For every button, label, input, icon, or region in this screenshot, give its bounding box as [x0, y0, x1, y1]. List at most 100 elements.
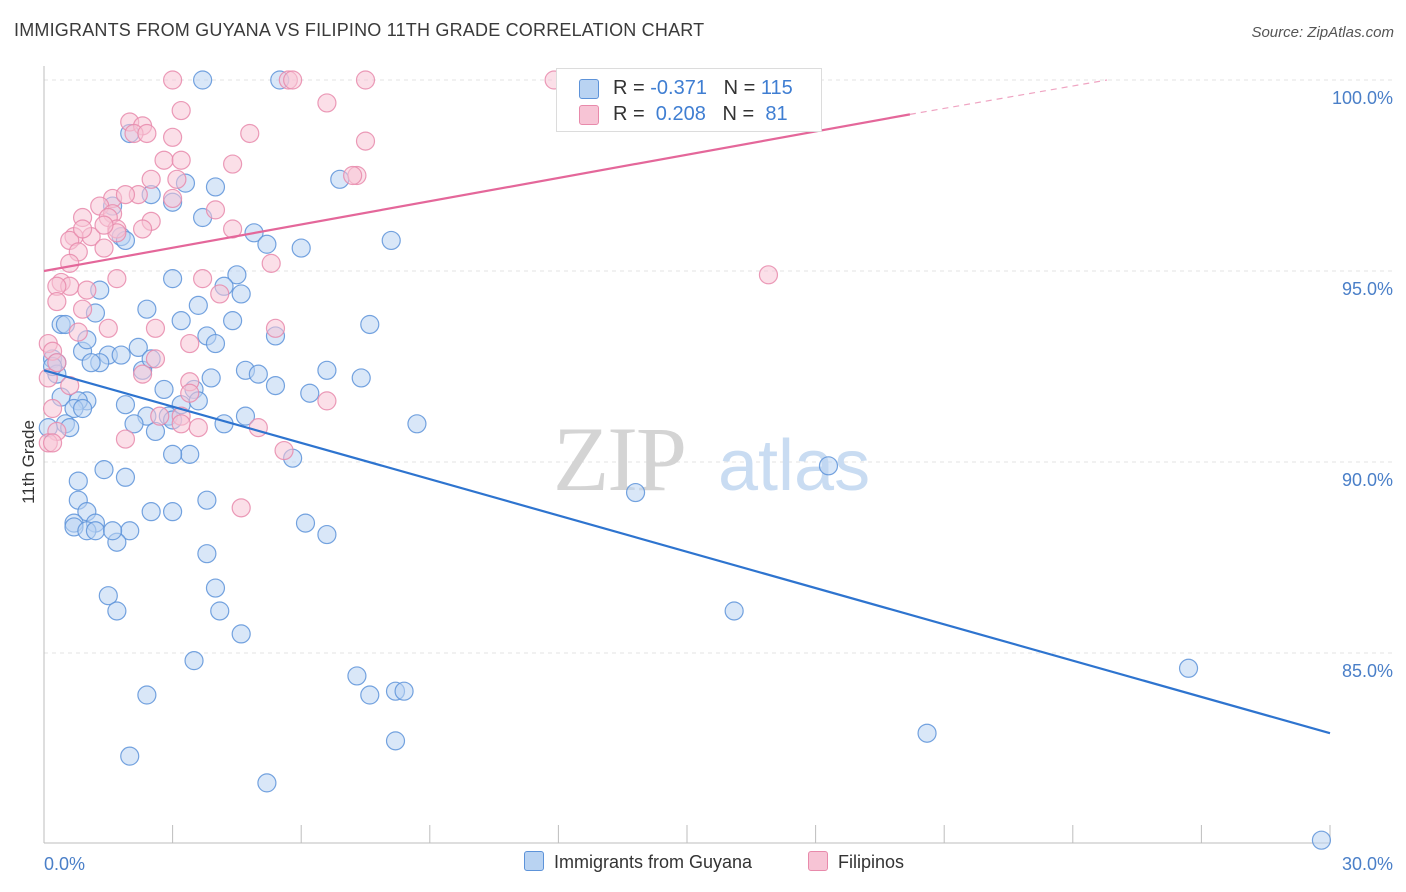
filipino-point-15 — [223, 154, 243, 174]
filipino-point-51 — [265, 318, 286, 338]
guyana-point-24 — [171, 311, 191, 331]
guyana-point-0 — [193, 70, 213, 90]
tick-labels: 85.0% 90.0% 95.0% 100.0% 0.0% 30.0% — [44, 88, 1393, 874]
guyana-point-22 — [137, 299, 157, 319]
guyana-point-84 — [85, 521, 106, 541]
guyana-point-57 — [235, 406, 256, 426]
guyana-point-69 — [818, 456, 839, 476]
filipino-point-11 — [163, 127, 183, 147]
guyana-point-99 — [394, 681, 414, 701]
filipino-point-61 — [180, 383, 200, 403]
bottom-legend-guyana: Immigrants from Guyana — [524, 851, 752, 877]
filipino-point-66 — [171, 414, 191, 434]
guyana-point-79 — [295, 513, 316, 533]
guyana-point-67 — [163, 444, 183, 464]
y-axis-label: 11th Grade — [19, 420, 38, 504]
guyana-point-97 — [347, 666, 367, 686]
guyana-point-41 — [248, 364, 268, 384]
guyana-point-70 — [94, 460, 114, 480]
filipino-point-48 — [72, 299, 93, 319]
filipino-trend-extension — [909, 79, 1108, 115]
filipino-point-80 — [94, 215, 114, 235]
guyana-point-17 — [163, 269, 183, 289]
filipino-point-53 — [180, 333, 200, 354]
guyana-point-52 — [115, 395, 136, 415]
guyana-point-43 — [351, 368, 371, 388]
filipino-point-73 — [274, 440, 294, 461]
guyana-point-95 — [184, 651, 204, 671]
filipino-point-29 — [132, 219, 153, 239]
filipino-point-67 — [188, 418, 208, 438]
guyana-point-94 — [231, 624, 251, 644]
guyana-point-5 — [205, 177, 226, 197]
x-tick-label-min: 0.0% — [44, 854, 85, 874]
source-credit: Source: ZipAtlas.com — [1251, 24, 1394, 41]
legend-swatch-blue — [579, 79, 599, 99]
guyana-point-77 — [141, 502, 161, 522]
guyana-trend-line — [43, 369, 1331, 735]
bottom-legend-label-guyana: Immigrants from Guyana — [554, 852, 753, 872]
filipino-point-18 — [167, 169, 187, 189]
filipino-point-47 — [47, 291, 67, 312]
filipino-point-79 — [137, 123, 157, 144]
filipino-point-40 — [758, 265, 779, 285]
guyana-point-55 — [72, 398, 93, 419]
filipino-point-58 — [132, 364, 153, 384]
filipino-point-39 — [60, 253, 80, 273]
y-tick-label-0: 85.0% — [1342, 661, 1393, 681]
guyana-point-103 — [385, 731, 406, 751]
legend-text-filipinos: R = 0.208 N = 81 — [613, 103, 788, 125]
guyana-point-93 — [724, 601, 744, 621]
guyana-point-61 — [407, 414, 427, 434]
legend-swatch-pink — [579, 105, 599, 125]
filipino-point-19 — [141, 169, 161, 189]
filipino-point-64 — [150, 406, 170, 426]
guyana-point-104 — [120, 746, 140, 766]
filipino-trend-line — [43, 113, 911, 273]
x-tick-label-max: 30.0% — [1342, 854, 1393, 874]
guyana-point-74 — [197, 490, 217, 510]
bottom-legend-label-filipinos: Filipinos — [838, 852, 905, 872]
guyana-point-66 — [180, 444, 200, 464]
guyana-point-110 — [201, 368, 221, 388]
guyana-point-114 — [102, 521, 123, 541]
filipino-point-36 — [94, 238, 114, 258]
filipino-point-52 — [68, 322, 88, 342]
guyana-point-86 — [317, 524, 337, 545]
guyana-point-89 — [205, 578, 226, 598]
guyana-point-71 — [115, 467, 136, 487]
guyana-point-73 — [625, 482, 646, 503]
watermark-zip: ZIP — [553, 408, 685, 510]
filipino-point-72 — [42, 433, 63, 453]
bottom-legend-filipinos: Filipinos — [808, 851, 904, 877]
guyana-point-15 — [291, 238, 311, 258]
filipino-point-2 — [283, 70, 303, 90]
filipino-point-5 — [317, 93, 337, 113]
filipino-point-50 — [145, 318, 166, 338]
filipino-point-57 — [47, 353, 67, 373]
filipino-point-13 — [154, 150, 174, 170]
trend-lines — [43, 79, 1331, 735]
filipino-point-38 — [261, 253, 281, 273]
guyana-point-100 — [137, 685, 157, 705]
filipino-point-77 — [115, 185, 136, 205]
bottom-legend-swatch-pink — [808, 851, 828, 871]
guyana-point-13 — [381, 230, 401, 251]
guyana-point-45 — [265, 376, 286, 396]
filipino-point-14 — [171, 150, 191, 170]
bottom-legend-swatch-blue — [524, 851, 544, 871]
filipino-point-42 — [193, 269, 213, 289]
axes — [43, 66, 1331, 844]
watermark: ZIP atlas — [553, 408, 870, 510]
guyana-point-16 — [227, 265, 247, 285]
filipino-point-17 — [343, 165, 363, 186]
guyana-point-42 — [317, 360, 337, 380]
guyana-point-102 — [917, 723, 937, 743]
guyana-point-88 — [197, 544, 217, 564]
guyana-point-90 — [98, 586, 118, 606]
filipino-point-6 — [171, 100, 191, 121]
filipino-point-21 — [163, 188, 183, 209]
data-points — [38, 70, 1332, 850]
guyana-point-21 — [188, 295, 208, 315]
